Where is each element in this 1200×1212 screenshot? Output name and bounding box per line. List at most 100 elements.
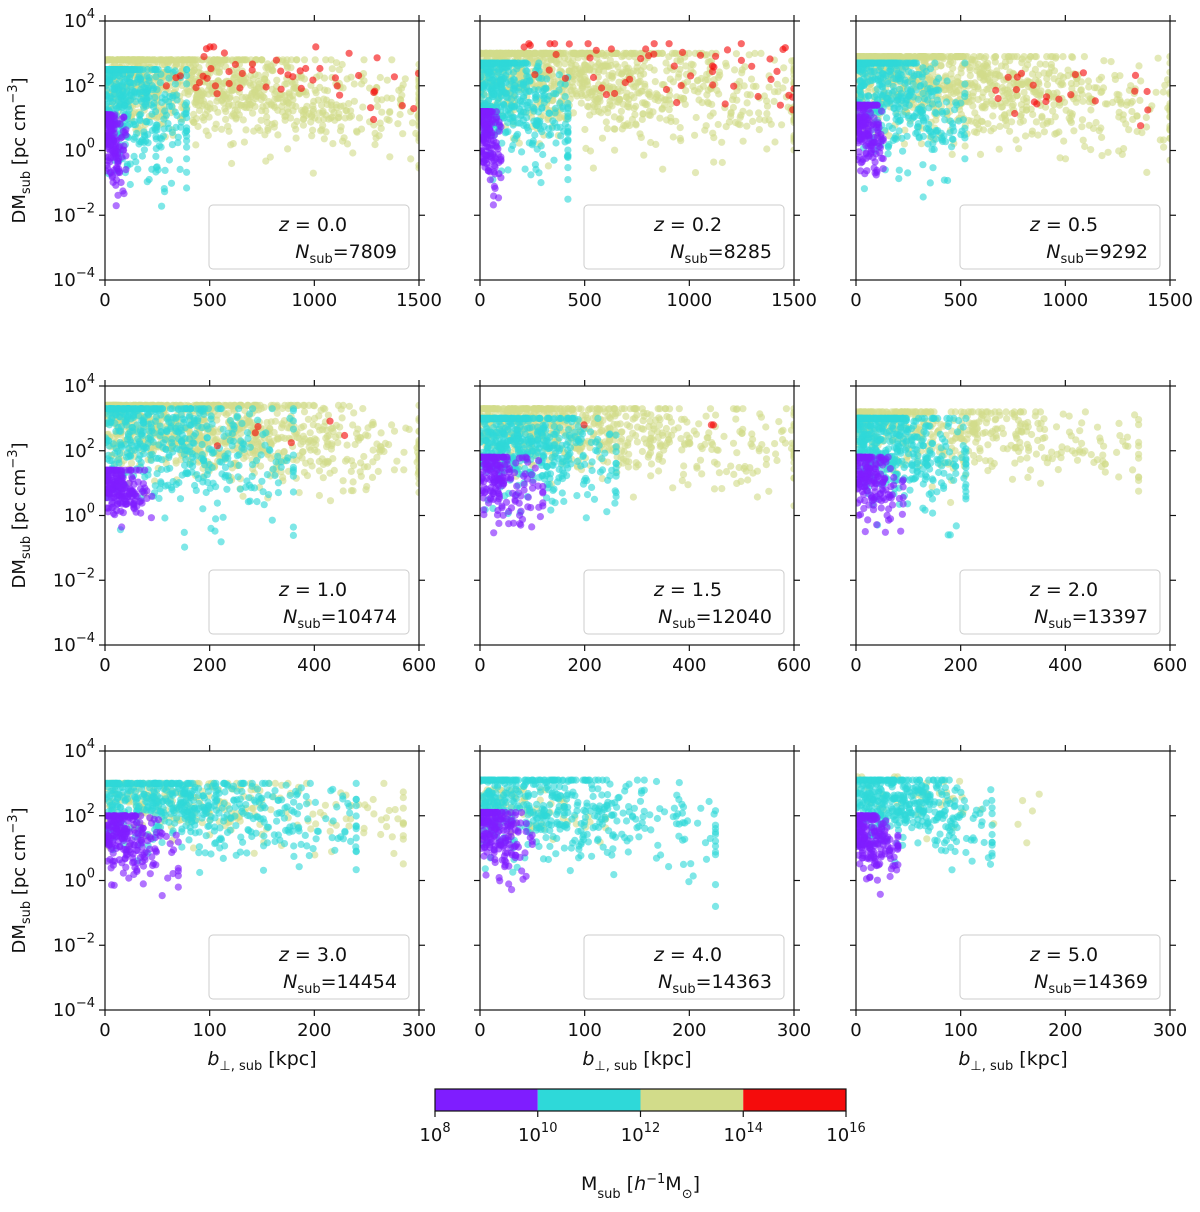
data-point (900, 140, 909, 148)
data-point (488, 157, 496, 166)
data-point (749, 117, 757, 125)
data-point (529, 103, 537, 111)
data-point (1047, 60, 1055, 68)
data-point (901, 126, 909, 134)
data-point (564, 105, 572, 113)
data-point (536, 125, 545, 133)
data-point (152, 133, 160, 141)
data-point (318, 101, 326, 109)
data-point (1101, 100, 1110, 108)
data-point (896, 77, 904, 85)
data-point (589, 73, 598, 82)
data-point (980, 75, 989, 83)
data-point (1001, 53, 1009, 61)
data-point (1120, 145, 1128, 153)
data-point (142, 80, 151, 88)
data-point (564, 115, 572, 123)
data-point (371, 141, 379, 149)
data-point (282, 96, 290, 104)
data-point (373, 96, 381, 104)
data-point (333, 82, 341, 90)
data-point (110, 166, 118, 174)
data-point (309, 76, 317, 84)
data-point (790, 146, 794, 154)
data-point (651, 78, 659, 86)
data-point (773, 67, 781, 75)
data-point (489, 49, 497, 58)
data-point (147, 101, 155, 109)
data-point (605, 63, 613, 71)
data-point (573, 92, 581, 100)
data-point (1035, 80, 1043, 88)
data-point (966, 72, 974, 80)
data-point (144, 131, 152, 139)
data-point (1092, 118, 1100, 127)
data-point (884, 94, 892, 102)
data-point (907, 69, 916, 77)
data-point (895, 175, 903, 183)
data-point (915, 134, 923, 142)
data-point (240, 138, 248, 146)
data-point (192, 95, 200, 103)
data-point (545, 109, 553, 117)
data-point (480, 93, 485, 101)
data-point (190, 110, 198, 118)
data-point (1049, 107, 1057, 115)
x-tick-label: 1000 (666, 290, 712, 311)
data-point (892, 135, 900, 143)
data-point (581, 61, 590, 69)
data-point (1109, 98, 1117, 107)
data-point (386, 108, 394, 116)
data-point (213, 68, 221, 76)
data-point (982, 53, 990, 61)
data-point (165, 74, 173, 82)
data-point (168, 128, 176, 136)
data-point (766, 55, 774, 63)
data-point (1166, 53, 1170, 61)
data-point (867, 59, 875, 67)
data-point (145, 94, 153, 102)
data-point (1059, 73, 1068, 82)
data-point (1079, 136, 1087, 144)
data-point (770, 97, 778, 105)
data-point (152, 108, 160, 116)
data-point (890, 104, 898, 112)
data-point (737, 40, 745, 48)
data-point (860, 185, 869, 193)
data-point (105, 137, 113, 145)
data-point (641, 82, 649, 91)
data-point (213, 90, 221, 98)
data-point (218, 125, 226, 133)
data-point (1166, 156, 1170, 164)
x-tick-label: 1500 (1147, 290, 1193, 311)
data-point (594, 103, 602, 111)
data-point (283, 105, 291, 113)
data-point (662, 59, 670, 67)
data-point (538, 51, 547, 59)
data-point (272, 56, 280, 64)
data-point (249, 81, 257, 89)
data-point (526, 41, 534, 50)
data-point (133, 89, 141, 97)
data-point (408, 119, 417, 127)
data-point (330, 108, 338, 116)
data-point (117, 56, 125, 64)
data-point (1050, 75, 1058, 83)
data-point (995, 145, 1003, 153)
data-point (709, 81, 717, 89)
data-point (971, 56, 979, 64)
data-point (258, 56, 266, 64)
data-point (736, 77, 744, 85)
data-point (142, 118, 150, 126)
data-point (551, 104, 560, 112)
data-point (636, 130, 644, 138)
data-point (1028, 127, 1036, 135)
data-point (1166, 88, 1170, 97)
data-point (261, 131, 269, 139)
data-point (752, 82, 760, 90)
data-point (1081, 142, 1089, 151)
data-point (928, 145, 936, 154)
data-point (859, 53, 868, 61)
data-point (277, 67, 285, 75)
data-point (946, 129, 954, 137)
